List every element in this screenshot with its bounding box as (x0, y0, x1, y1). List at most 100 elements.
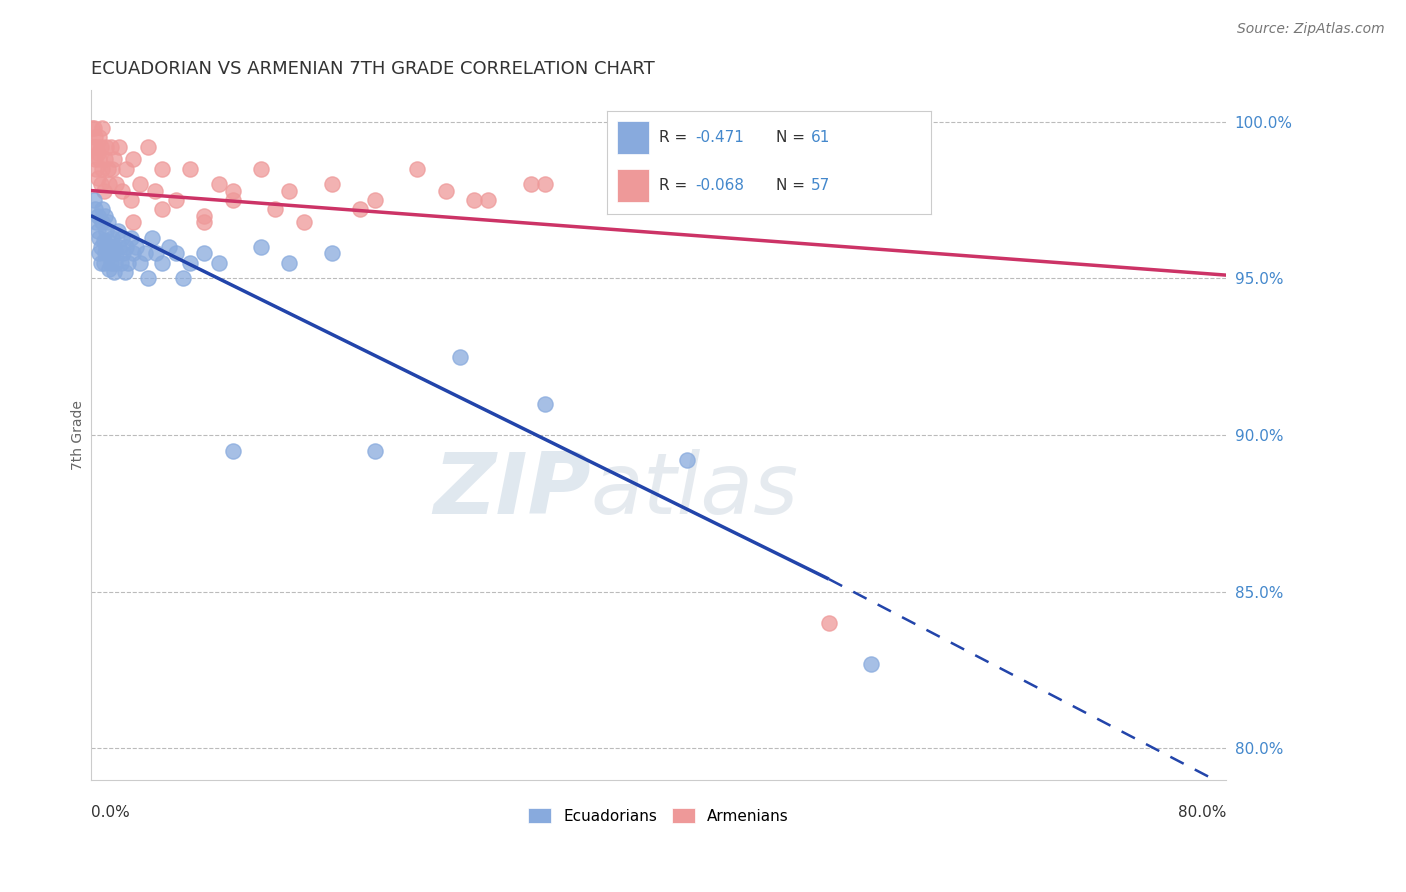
Y-axis label: 7th Grade: 7th Grade (72, 400, 86, 470)
Point (278, 255, 301, 269)
Point (84, 152, 107, 166)
Point (87, 224, 110, 238)
Point (136, 271, 159, 285)
Point (477, 193, 499, 207)
Point (193, 215, 215, 229)
Point (94, 209, 117, 223)
Point (157, 240, 180, 254)
Point (115, 161, 138, 176)
Text: atlas: atlas (591, 449, 799, 532)
Point (97, 234, 120, 248)
Point (94, 152, 117, 166)
Point (101, 230, 124, 244)
Point (93, 255, 115, 269)
Point (321, 178, 343, 192)
Point (120, 230, 142, 244)
Point (363, 443, 385, 458)
Point (100, 240, 122, 254)
Point (165, 246, 187, 260)
Point (89, 130, 111, 145)
Point (114, 265, 136, 279)
Point (434, 184, 457, 198)
Point (103, 240, 125, 254)
Point (207, 255, 229, 269)
Point (534, 178, 557, 192)
Point (150, 161, 173, 176)
Point (110, 255, 132, 269)
Point (150, 202, 173, 217)
Point (84, 202, 107, 217)
Point (207, 178, 229, 192)
Point (83, 120, 105, 135)
Text: Source: ZipAtlas.com: Source: ZipAtlas.com (1237, 22, 1385, 37)
Point (165, 193, 187, 207)
Point (93, 234, 115, 248)
Point (406, 161, 429, 176)
Point (103, 152, 125, 166)
Text: 80.0%: 80.0% (1178, 805, 1226, 820)
Point (90, 255, 112, 269)
Point (91, 202, 114, 217)
Point (676, 453, 699, 467)
Point (100, 255, 122, 269)
Point (129, 255, 152, 269)
Point (115, 240, 138, 254)
Point (96, 139, 118, 153)
Point (292, 215, 315, 229)
Point (111, 230, 134, 244)
Point (97, 215, 120, 229)
Point (93, 184, 115, 198)
Point (349, 202, 371, 217)
Point (250, 161, 273, 176)
Point (903, 120, 925, 135)
Point (105, 178, 128, 192)
Point (98, 178, 121, 192)
Point (87, 145, 110, 160)
Point (122, 152, 145, 166)
Point (101, 246, 124, 260)
Point (105, 246, 128, 260)
Point (90, 178, 112, 192)
Point (100, 139, 122, 153)
Point (87, 171, 110, 186)
Point (84, 130, 107, 145)
Point (98, 261, 121, 276)
Point (222, 443, 245, 458)
Point (111, 184, 134, 198)
Point (129, 178, 152, 192)
Legend: Ecuadorians, Armenians: Ecuadorians, Armenians (527, 807, 789, 823)
Point (449, 350, 471, 364)
Point (145, 246, 167, 260)
Point (193, 209, 215, 223)
Point (89, 230, 111, 244)
Point (108, 240, 131, 254)
Point (278, 184, 301, 198)
Point (103, 265, 125, 279)
Point (179, 255, 201, 269)
Point (83, 193, 105, 207)
Point (91, 161, 114, 176)
Point (818, 615, 841, 630)
Point (136, 139, 159, 153)
Text: ECUADORIAN VS ARMENIAN 7TH GRADE CORRELATION CHART: ECUADORIAN VS ARMENIAN 7TH GRADE CORRELA… (91, 60, 655, 78)
Point (120, 193, 142, 207)
Point (534, 396, 557, 410)
Point (90, 139, 112, 153)
Point (86, 139, 108, 153)
Point (98, 246, 121, 260)
Point (112, 246, 135, 260)
Point (222, 184, 245, 198)
Point (264, 202, 287, 217)
Point (96, 224, 118, 238)
Point (86, 161, 108, 176)
Point (87, 209, 110, 223)
Point (150, 255, 173, 269)
Point (83, 139, 105, 153)
Point (860, 657, 883, 671)
Point (143, 184, 166, 198)
Point (104, 255, 127, 269)
Point (141, 230, 163, 244)
Point (134, 246, 156, 260)
Point (363, 193, 385, 207)
Point (94, 246, 117, 260)
